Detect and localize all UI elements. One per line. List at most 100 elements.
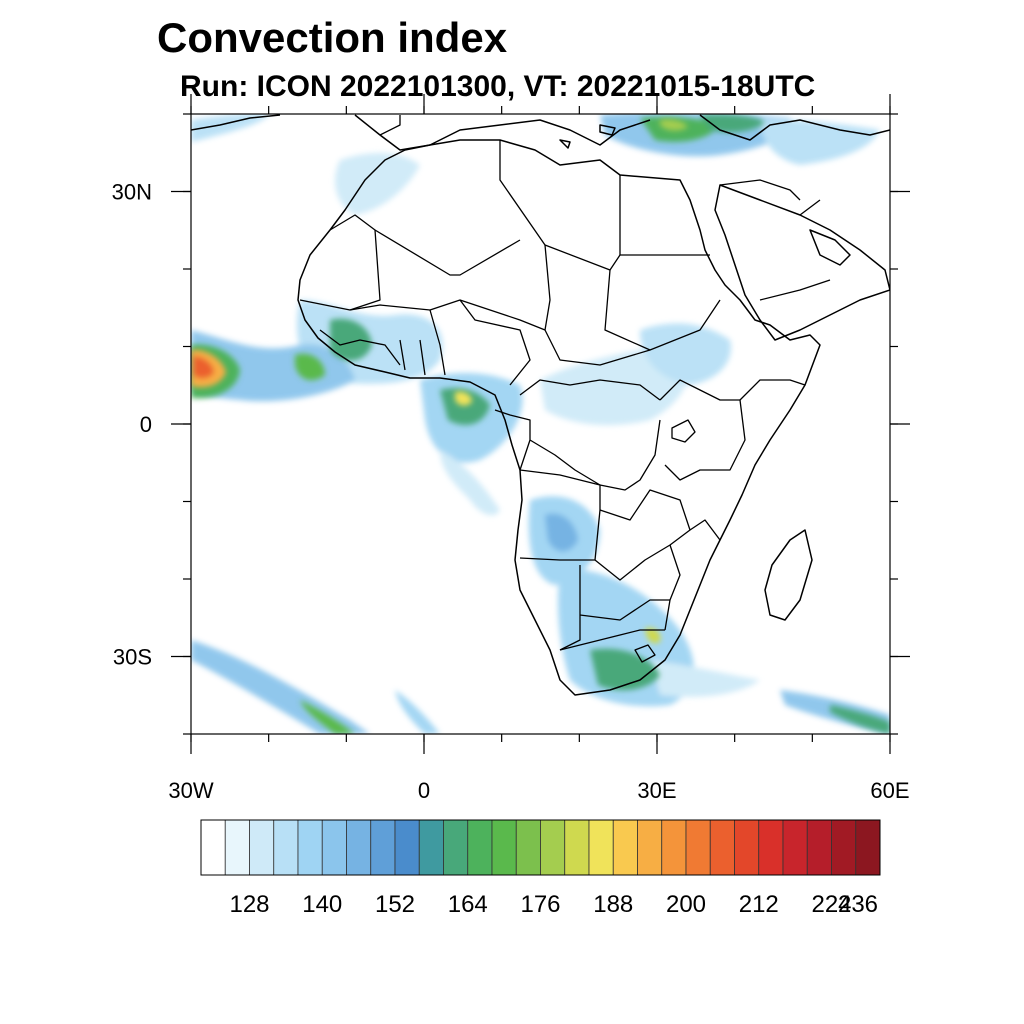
colorbar-swatch <box>491 819 517 876</box>
convection-core-gulf-of-guinea <box>440 388 490 425</box>
colorbar-swatch <box>346 819 372 876</box>
country-borders <box>299 115 831 663</box>
colorbar-swatch <box>394 819 420 876</box>
convection-patch-mediterranean-east <box>760 119 880 165</box>
colorbar-label: 188 <box>593 891 633 918</box>
colorbar-swatch <box>321 819 347 876</box>
colorbar-swatch <box>515 819 541 876</box>
colorbar-swatch <box>443 819 469 876</box>
colorbar-swatch <box>734 819 760 876</box>
convection-core-liberia <box>295 353 325 381</box>
europe-coastline <box>191 114 890 151</box>
map-frame <box>190 113 891 735</box>
colorbar-swatch <box>637 819 663 876</box>
mediterranean-islands <box>559 124 616 149</box>
colorbar-label: 152 <box>375 891 415 918</box>
colorbar-swatch <box>758 819 784 876</box>
colorbar-swatch <box>588 819 614 876</box>
border-libya <box>499 140 621 271</box>
lon-tick-label: 30W <box>168 778 213 803</box>
colorbar-swatch <box>273 819 299 876</box>
border-mozambique <box>664 519 721 631</box>
border-somalia <box>739 379 806 401</box>
colorbar-swatch <box>782 819 808 876</box>
border-lake-victoria <box>671 419 696 443</box>
arabia-coastline <box>714 184 890 341</box>
border-algeria <box>374 229 521 276</box>
border-iberia <box>379 115 401 136</box>
lon-tick-label: 60E <box>870 778 909 803</box>
convection-patch-ethiopia <box>640 323 731 385</box>
gulf-coast <box>809 229 851 266</box>
convection-patch-iberia <box>191 114 270 142</box>
convection-peak-atlantic-center <box>193 356 214 379</box>
convection-core-indian-ocean <box>830 705 890 734</box>
lat-tick-label: 30S <box>113 645 152 670</box>
madagascar-coastline <box>764 529 813 621</box>
colorbar-label: 212 <box>739 891 779 918</box>
colorbar-label: 236 <box>838 891 878 918</box>
colorbar-swatch <box>564 819 590 876</box>
convection-field <box>191 114 890 734</box>
colorbar-swatch <box>467 819 493 876</box>
border-sahara-west <box>329 214 381 311</box>
colorbar-label: 176 <box>520 891 560 918</box>
colorbar-label: 128 <box>229 891 269 918</box>
map-ticks: 30W 0 30E 60E 30N 0 30S <box>112 94 910 803</box>
colorbar-swatch <box>224 819 250 876</box>
africa-coastline <box>297 139 821 696</box>
map-subtitle: Run: ICON 2022101300, VT: 20221015-18UTC <box>180 70 816 103</box>
convection-core-south-africa <box>590 648 660 691</box>
colorbar-swatch <box>297 819 323 876</box>
colorbar-frame <box>200 819 881 876</box>
border-west-coast <box>319 329 426 376</box>
colorbar-swatch <box>831 819 857 876</box>
colorbar-swatch <box>661 819 687 876</box>
convection-core-angola <box>545 513 578 552</box>
colorbar-swatch <box>370 819 396 876</box>
border-namibia <box>559 565 670 651</box>
colorbar-swatch <box>418 819 444 876</box>
border-east-africa <box>659 379 746 481</box>
lon-tick-label: 0 <box>418 778 430 803</box>
colorbar-swatch <box>709 819 735 876</box>
colorbar-swatch <box>200 819 226 876</box>
convection-core-southwest-band <box>300 700 355 734</box>
border-angola <box>519 469 601 561</box>
border-middle-east <box>719 179 831 301</box>
convection-core-west-coast <box>330 318 372 361</box>
colorbar-label: 140 <box>302 891 342 918</box>
convection-patch-south-atlantic-streak <box>395 690 440 734</box>
colorbar-swatch <box>612 819 638 876</box>
lat-tick-label: 0 <box>140 412 152 437</box>
convection-patch-southwest-band <box>191 640 370 734</box>
colorbar-label: 224 <box>811 891 851 918</box>
convection-peak-mediterranean <box>660 119 688 131</box>
lon-tick-label: 30E <box>637 778 676 803</box>
border-south-africa <box>559 629 665 663</box>
border-central-africa <box>519 379 661 401</box>
convection-patch-gulf-trail <box>440 450 500 516</box>
colorbar-swatch <box>249 819 275 876</box>
colorbar-label: 200 <box>666 891 706 918</box>
map-title: Convection index <box>157 14 508 61</box>
colorbar-swatch <box>540 819 566 876</box>
colorbar-label: 164 <box>448 891 488 918</box>
colorbar-swatch <box>685 819 711 876</box>
border-congo <box>494 409 661 491</box>
convection-patch-northwest-africa <box>335 153 420 215</box>
convection-peak-south-africa <box>645 627 661 644</box>
border-zambia <box>594 489 691 581</box>
border-sudan <box>544 244 721 351</box>
border-egypt <box>619 175 710 256</box>
border-nigeria <box>429 299 531 386</box>
convection-patch-south-africa-trail <box>650 660 760 697</box>
border-sahel <box>299 299 651 366</box>
lat-tick-label: 30N <box>112 180 152 205</box>
colorbar-swatch <box>855 819 881 876</box>
colorbar-swatch <box>806 819 832 876</box>
convection-peak-gulf <box>455 391 472 406</box>
coastlines <box>191 114 890 696</box>
